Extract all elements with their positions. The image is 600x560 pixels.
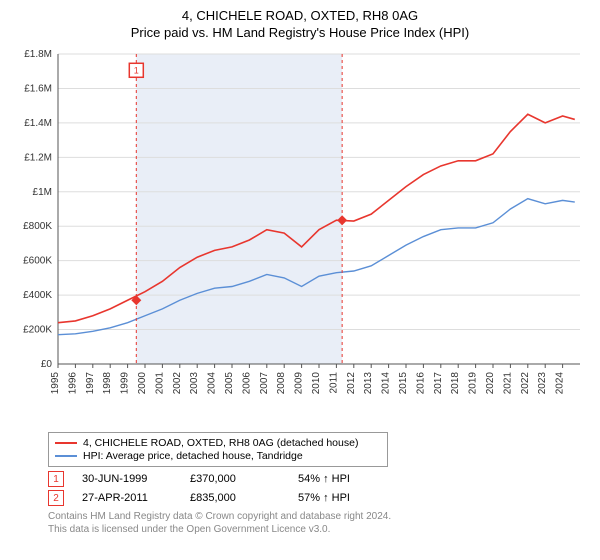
marker-pct-1: 54% ↑ HPI: [298, 473, 388, 485]
svg-text:£1M: £1M: [33, 187, 52, 198]
svg-text:1997: 1997: [85, 372, 96, 395]
chart-title: 4, CHICHELE ROAD, OXTED, RH8 0AG: [10, 8, 590, 23]
svg-text:2013: 2013: [363, 372, 374, 395]
svg-text:2000: 2000: [137, 372, 148, 395]
svg-text:2022: 2022: [520, 372, 531, 395]
svg-text:2006: 2006: [241, 372, 252, 395]
svg-text:2021: 2021: [502, 372, 513, 395]
svg-text:2001: 2001: [154, 372, 165, 395]
marker-row-2: 2 27-APR-2011 £835,000 57% ↑ HPI: [48, 490, 590, 506]
svg-text:1996: 1996: [67, 372, 78, 395]
svg-text:£1.4M: £1.4M: [24, 118, 52, 129]
svg-text:£800K: £800K: [23, 221, 52, 232]
svg-text:1999: 1999: [120, 372, 131, 395]
svg-text:£200K: £200K: [23, 325, 52, 336]
marker-date-2: 27-APR-2011: [82, 492, 172, 504]
footer-line-2: This data is licensed under the Open Gov…: [48, 523, 590, 536]
svg-text:2016: 2016: [415, 372, 426, 395]
svg-text:1998: 1998: [102, 372, 113, 395]
svg-text:£1.8M: £1.8M: [24, 49, 52, 60]
svg-text:£1.2M: £1.2M: [24, 152, 52, 163]
svg-text:2018: 2018: [450, 372, 461, 395]
svg-text:2009: 2009: [294, 372, 305, 395]
legend: 4, CHICHELE ROAD, OXTED, RH8 0AG (detach…: [48, 432, 388, 467]
footer-line-1: Contains HM Land Registry data © Crown c…: [48, 510, 590, 523]
svg-text:£0: £0: [41, 359, 53, 370]
legend-item-1: 4, CHICHELE ROAD, OXTED, RH8 0AG (detach…: [55, 437, 381, 449]
svg-text:2020: 2020: [485, 372, 496, 395]
chart-subtitle: Price paid vs. HM Land Registry's House …: [10, 25, 590, 40]
svg-text:2010: 2010: [311, 372, 322, 395]
svg-text:2011: 2011: [328, 372, 339, 394]
chart-area: £0 £200K £400K £600K £800K £1M £1.2M £1.4M £1.6M…: [10, 46, 590, 426]
marker-table: 1 30-JUN-1999 £370,000 54% ↑ HPI 2 27-AP…: [48, 471, 590, 506]
svg-text:2012: 2012: [346, 372, 357, 395]
footer-attribution: Contains HM Land Registry data © Crown c…: [48, 510, 590, 536]
marker-badge-1: 1: [48, 471, 64, 487]
svg-text:2017: 2017: [433, 372, 444, 395]
svg-text:£400K: £400K: [23, 290, 52, 301]
svg-text:2004: 2004: [207, 372, 218, 395]
svg-text:2008: 2008: [276, 372, 287, 395]
marker-date-1: 30-JUN-1999: [82, 473, 172, 485]
svg-text:1995: 1995: [50, 372, 61, 395]
marker-badge-2: 2: [48, 490, 64, 506]
svg-text:2015: 2015: [398, 372, 409, 395]
svg-text:2024: 2024: [555, 372, 566, 395]
svg-text:£1.6M: £1.6M: [24, 83, 52, 94]
svg-text:2002: 2002: [172, 372, 183, 395]
svg-text:2007: 2007: [259, 372, 270, 395]
legend-label-2: HPI: Average price, detached house, Tand…: [83, 450, 303, 462]
svg-text:2003: 2003: [189, 372, 200, 395]
svg-text:1: 1: [134, 65, 139, 75]
marker-row-1: 1 30-JUN-1999 £370,000 54% ↑ HPI: [48, 471, 590, 487]
svg-text:£600K: £600K: [23, 256, 52, 267]
legend-item-2: HPI: Average price, detached house, Tand…: [55, 450, 381, 462]
marker-price-2: £835,000: [190, 492, 280, 504]
marker-price-1: £370,000: [190, 473, 280, 485]
svg-text:2005: 2005: [224, 372, 235, 395]
svg-text:2023: 2023: [537, 372, 548, 395]
line-chart-svg: £0 £200K £400K £600K £800K £1M £1.2M £1.4M £1.6M…: [10, 46, 590, 426]
legend-label-1: 4, CHICHELE ROAD, OXTED, RH8 0AG (detach…: [83, 437, 358, 449]
svg-text:2014: 2014: [381, 372, 392, 395]
svg-text:2019: 2019: [468, 372, 479, 395]
marker-pct-2: 57% ↑ HPI: [298, 492, 388, 504]
